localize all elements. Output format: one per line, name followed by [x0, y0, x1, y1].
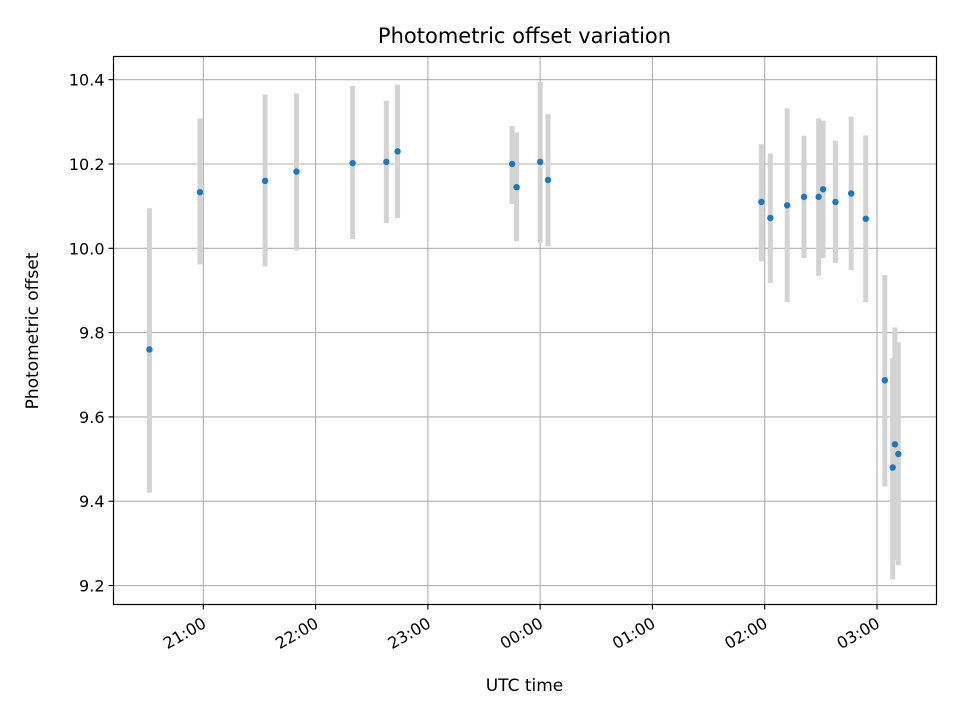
data-point	[383, 158, 390, 166]
data-point	[293, 168, 300, 175]
data-point	[862, 215, 869, 222]
y-tick-label: 9.2	[79, 577, 104, 596]
data-point	[544, 176, 552, 184]
data-point	[800, 193, 808, 201]
data-point	[847, 190, 855, 197]
data-point	[783, 202, 791, 209]
data-point	[536, 158, 544, 166]
y-tick-label: 9.8	[79, 324, 104, 343]
y-tick-label: 9.6	[79, 408, 104, 427]
y-axis-label: Photometric offset	[23, 252, 43, 409]
y-tick-label: 10.0	[69, 239, 105, 258]
data-point	[349, 159, 356, 167]
y-tick-label: 10.2	[69, 155, 105, 174]
y-tick-label: 10.4	[69, 71, 105, 90]
data-point	[261, 177, 269, 185]
y-axis-ticks: 9.2 9.4 9.6 9.8 10.0 10.2 10.4	[69, 71, 114, 596]
x-axis-label: UTC time	[486, 676, 564, 696]
data-point	[815, 193, 822, 201]
y-tick-label: 9.4	[79, 492, 104, 511]
data-point	[196, 189, 204, 196]
data-point	[394, 148, 401, 155]
data-point	[758, 198, 765, 206]
data-point	[508, 160, 516, 168]
data-point	[891, 441, 899, 448]
plot-frame	[112, 55, 938, 606]
chart-title: Photometric offset variation	[378, 24, 671, 48]
data-point	[832, 198, 839, 206]
data-point	[889, 464, 896, 471]
data-point	[513, 183, 520, 191]
data-point	[146, 346, 153, 353]
data-point	[881, 377, 889, 384]
grid	[113, 56, 937, 605]
data-point	[819, 186, 827, 193]
data-markers	[146, 148, 902, 471]
data-point	[895, 450, 902, 458]
data-point	[767, 214, 774, 222]
